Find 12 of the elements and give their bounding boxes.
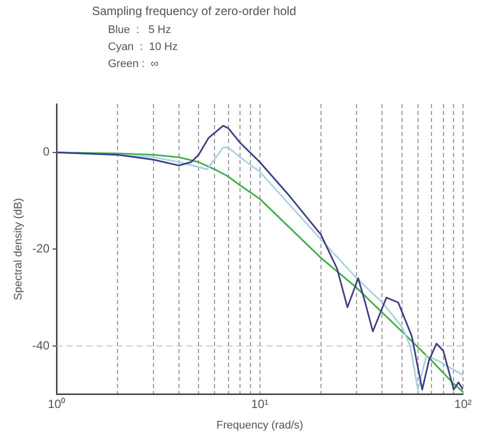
- x-tick-label: 10¹: [251, 396, 268, 411]
- text: Green : ∞: [108, 57, 160, 72]
- x-axis-title: Frequency (rad/s): [216, 419, 304, 432]
- y-tick-label: -40: [32, 338, 50, 352]
- y-axis-title: Spectral density (dB): [12, 198, 25, 300]
- x-tick-label: 10⁰: [48, 396, 66, 411]
- y-tick-label: -20: [32, 242, 50, 256]
- text: Blue : 5 Hz: [108, 23, 172, 38]
- text: Cyan : 10 Hz: [108, 40, 178, 55]
- x-tick-label: 10²: [454, 396, 472, 411]
- chart-title: Sampling frequency of zero-order hold: [92, 4, 296, 18]
- y-tick-label: 0: [42, 144, 50, 159]
